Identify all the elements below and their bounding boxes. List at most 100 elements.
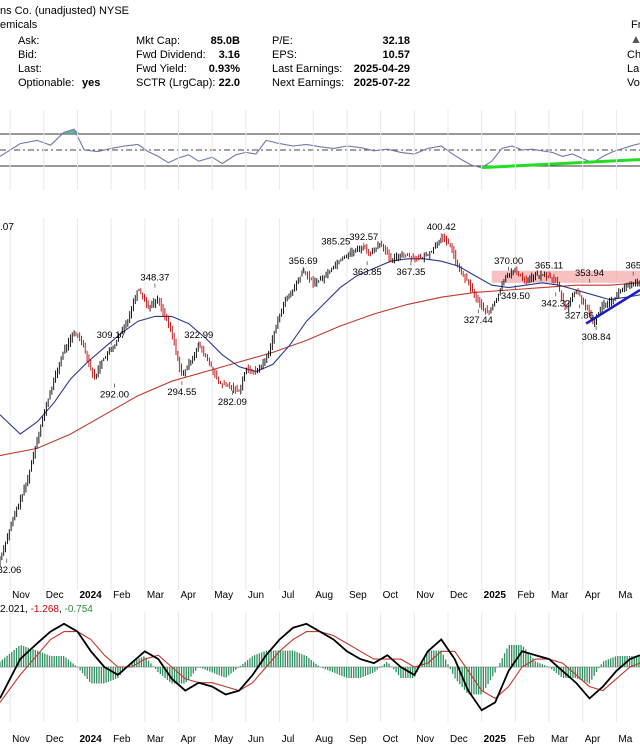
x-axis-tick-label: Jul: [282, 734, 295, 745]
field-value-fwd-yield: 0.93%: [208, 63, 240, 75]
x-axis-tick-label: Jun: [248, 734, 264, 745]
sector-label: emicals: [0, 19, 38, 31]
x-axis-tick-label: Ma: [618, 590, 632, 601]
x-axis-tick-label: 2024: [79, 734, 102, 745]
price-annotation: 342.32: [541, 298, 570, 309]
field-label-fwd-dividend: Fwd Dividend:: [136, 49, 206, 61]
ma200-line: [0, 282, 640, 457]
macd-line: [0, 622, 640, 712]
field-value-mkt-cap: 85.0B: [210, 35, 240, 47]
x-axis-tick-label: Ma: [618, 734, 632, 745]
price-annotation: 327.44: [464, 315, 493, 326]
triangle-up-icon: ▲: [630, 32, 640, 46]
field-label-eps: EPS:: [272, 49, 298, 61]
rsi-panel: [0, 128, 640, 170]
x-axis-tick-label: Oct: [383, 590, 399, 601]
price-annotation: 356.69: [289, 256, 318, 267]
x-axis-tick-label: Mar: [147, 590, 165, 601]
macd-label-part: 2.021: [0, 604, 26, 615]
x-axis-tick-label: Dec: [46, 590, 64, 601]
rsi-green-trendline: [481, 158, 640, 170]
right-fragment-fr: Fr: [631, 19, 640, 31]
macd-panel: Nov Dec 2024 Feb Mar Apr May Jun Jul Aug Sep Oct Nov…: [0, 622, 640, 745]
field-value-eps: 10.57: [382, 49, 410, 61]
macd-label-sep: ,: [25, 604, 31, 615]
x-axis-tick-label: Sep: [349, 590, 367, 601]
resistance-band: [491, 270, 640, 283]
x-axis-tick-label: Sep: [349, 734, 367, 745]
price-annotation: 327.86: [565, 310, 594, 321]
price-annotation: 309.17: [97, 330, 126, 341]
price-annotation: 308.84: [582, 332, 611, 343]
field-label-fwd-yield: Fwd Yield:: [136, 63, 187, 75]
x-axis-tick-label: Apr: [181, 590, 197, 601]
x-axis-tick-label: 2025: [484, 734, 507, 745]
x-axis-tick-label: Aug: [315, 734, 333, 745]
rsi-line: [0, 128, 640, 169]
x-axis-tick-label: Mar: [551, 734, 569, 745]
x-axis-tick-label: Apr: [585, 734, 601, 745]
field-value-last-earnings: 2025-04-29: [353, 63, 410, 75]
field-label-optionable: Optionable:: [18, 77, 75, 89]
x-axis-tick-label: Feb: [113, 590, 131, 601]
x-axis-tick-label: Feb: [113, 734, 131, 745]
right-fragment-ch: Ch: [627, 49, 640, 61]
right-fragment-vo: Vo: [627, 77, 640, 89]
price-annotation: 385.25: [321, 237, 350, 248]
x-axis-tick-label: May: [214, 734, 233, 745]
macd-signal-line: [0, 631, 640, 703]
x-axis-tick-label: Feb: [517, 734, 535, 745]
price-annotation: 322.99: [184, 330, 213, 341]
x-axis-tick-label: Apr: [181, 734, 197, 745]
price-annotation: 367.35: [396, 267, 425, 278]
x-axis-tick-label: Aug: [315, 590, 333, 601]
field-value-fwd-dividend: 3.16: [218, 49, 240, 61]
price-annotation: 365.11: [535, 261, 563, 272]
x-axis-tick-label: Jul: [282, 590, 295, 601]
price-annotation: 365: [625, 261, 640, 272]
field-label-last-earnings: Last Earnings:: [272, 63, 343, 75]
x-axis-tick-label: 2024: [79, 590, 102, 601]
x-axis-tick-label: Oct: [383, 734, 399, 745]
x-axis-tick-label: Feb: [517, 590, 535, 601]
price-annotation: 353.94: [575, 268, 604, 279]
price-annotation: 370.00: [494, 256, 523, 267]
x-axis-tick-label: Mar: [551, 590, 569, 601]
macd-label-sep: ,: [58, 604, 65, 615]
macd-label-hist: -0.754: [64, 604, 93, 615]
x-axis-tick-label: May: [214, 590, 233, 601]
x-axis-tick-label: Jun: [248, 590, 264, 601]
x-axis-tick-label: Dec: [46, 734, 64, 745]
price-annotation: 294.55: [167, 387, 196, 398]
field-value-pe: 32.18: [382, 35, 410, 47]
macd-label-signal: -1.268: [30, 604, 59, 615]
chart-title: ns Co. (unadjusted) NYSE: [0, 5, 130, 17]
price-annotation: 282.06: [0, 565, 21, 576]
field-label-pe: P/E:: [272, 35, 293, 47]
field-label-ask: Ask:: [18, 35, 40, 47]
price-annotation: 292.00: [100, 390, 129, 401]
price-panel: 282.06 309.17 292.00 348.37 322.99 294.55 282.…: [0, 110, 640, 722]
blue-trendline: [585, 288, 640, 325]
price-annotation: 392.57: [349, 232, 378, 243]
price-panel-corner-label: .07: [0, 222, 14, 233]
x-axis-tick-label: Nov: [12, 590, 30, 601]
right-fragment-la: La: [627, 63, 640, 75]
x-axis-tick-label: Apr: [585, 590, 601, 601]
price-annotation: 400.42: [427, 222, 456, 233]
price-annotation: 282.09: [218, 397, 247, 408]
field-label-bid: Bid:: [18, 49, 37, 61]
field-label-mkt-cap: Mkt Cap:: [136, 35, 181, 47]
field-label-next-earnings: Next Earnings:: [272, 77, 345, 89]
x-axis-tick-label: 2025: [484, 590, 507, 601]
field-value-sctr: 22.0: [218, 77, 240, 89]
field-label-last: Last:: [18, 63, 42, 75]
x-axis-tick-label: Nov: [416, 590, 434, 601]
field-label-sctr: SCTR (LrgCap):: [136, 77, 216, 89]
x-axis-tick-label: Dec: [450, 734, 468, 745]
ma50-line: [0, 258, 640, 435]
x-axis-tick-label: Dec: [450, 590, 468, 601]
macd-label: 2.021, -1.268, -0.754: [0, 603, 93, 616]
